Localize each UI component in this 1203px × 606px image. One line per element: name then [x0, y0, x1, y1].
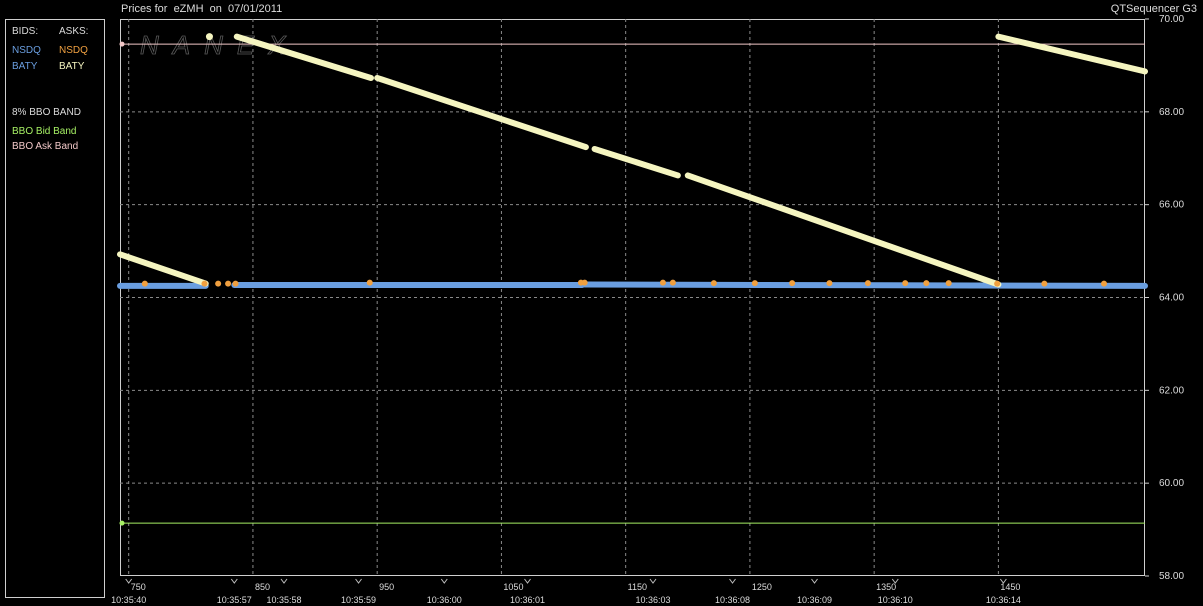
time-marker: [729, 578, 736, 584]
legend-ask-baty: BATY: [59, 61, 85, 72]
x-time-label: 10:36:10: [878, 595, 913, 605]
x-tick-label: 1250: [752, 582, 772, 592]
nsdq-ask-point: [201, 280, 208, 287]
nsdq-ask-point: [141, 280, 148, 287]
nsdq-ask-point: [994, 280, 1001, 287]
band-marker: [119, 41, 125, 47]
y-tick-label: 64.00: [1159, 293, 1184, 304]
nanex-watermark: NANEX: [140, 30, 300, 60]
time-marker: [355, 578, 362, 584]
x-time-label: 10:36:00: [427, 595, 462, 605]
nsdq-ask-point: [826, 280, 833, 287]
x-tick-label: 1450: [1000, 582, 1020, 592]
time-marker: [230, 578, 238, 584]
legend-ask-nsdq: NSDQ: [59, 45, 88, 56]
nsdq-ask-point: [710, 280, 717, 287]
baty-ask-segment: [591, 145, 681, 179]
y-tick-label: 66.00: [1159, 200, 1184, 211]
nsdq-ask-point: [669, 279, 676, 286]
legend-asks-heading: ASKS:: [59, 26, 89, 37]
time-marker: [649, 578, 657, 584]
x-time-label: 10:35:40: [111, 595, 146, 605]
y-tick-label: 58.00: [1159, 571, 1184, 582]
y-tick-label: 68.00: [1159, 107, 1184, 118]
x-tick-label: 1050: [503, 582, 523, 592]
x-time-label: 10:36:01: [510, 595, 545, 605]
legend-bid-nsdq: NSDQ: [12, 45, 41, 56]
nsdq-ask-point: [215, 280, 222, 287]
baty-ask-segment: [233, 33, 374, 81]
nsdq-ask-point: [366, 279, 373, 286]
nsdq-ask-point: [232, 280, 239, 287]
x-tick-label: 950: [379, 582, 394, 592]
baty-ask-segment: [995, 33, 1148, 75]
chart-title: Prices for eZMH on 07/01/2011: [121, 3, 283, 15]
time-marker: [524, 578, 531, 584]
x-time-label: 10:35:59: [341, 595, 376, 605]
nsdq-ask-point: [225, 280, 232, 287]
time-marker: [999, 578, 1007, 584]
x-time-label: 10:36:14: [986, 595, 1021, 605]
nsdq-ask-point: [789, 280, 796, 287]
time-marker: [811, 578, 818, 584]
band-marker: [119, 520, 125, 526]
nsdq-ask-point: [1041, 280, 1048, 287]
legend-bids-heading: BIDS:: [12, 26, 39, 37]
nsdq-ask-point: [659, 279, 666, 286]
time-marker: [891, 578, 899, 584]
app-name: QTSequencer G3: [1110, 3, 1197, 15]
baty-ask-segment: [374, 74, 589, 151]
x-tick-label: 1350: [876, 582, 896, 592]
x-time-label: 10:35:58: [266, 595, 301, 605]
x-tick-label: 750: [131, 582, 146, 592]
baty-ask-point: [205, 33, 213, 41]
x-time-label: 10:36:03: [635, 595, 670, 605]
legend-band-title: 8% BBO BAND: [12, 107, 81, 118]
y-tick-label: 60.00: [1159, 478, 1184, 489]
nsdq-ask-point: [1101, 280, 1107, 287]
baty-ask-segment: [117, 251, 209, 287]
legend-bid-band: BBO Bid Band: [12, 126, 77, 137]
nsdq-ask-point: [923, 280, 930, 287]
nsdq-ask-point: [581, 279, 588, 286]
x-time-label: 10:36:08: [715, 595, 750, 605]
legend-ask-band: BBO Ask Band: [12, 141, 79, 152]
x-time-label: 10:36:09: [797, 595, 832, 605]
legend-bid-baty: BATY: [12, 61, 38, 72]
time-marker: [440, 578, 448, 584]
time-marker: [280, 578, 288, 584]
nsdq-ask-point: [864, 280, 871, 287]
y-tick-label: 62.00: [1159, 385, 1184, 396]
x-time-label: 10:35:57: [217, 595, 252, 605]
nsdq-ask-point: [945, 280, 952, 287]
y-tick-label: 70.00: [1159, 14, 1184, 25]
header-bar: Prices for eZMH on 07/01/2011 QTSequence…: [0, 0, 1203, 18]
nsdq-bid-segment: [581, 281, 1148, 289]
baty-ask-segment: [684, 172, 1002, 288]
x-tick-label: 1150: [628, 582, 647, 592]
legend-panel: BIDS: ASKS: NSDQ NSDQ BATY BATY 8% BBO B…: [5, 19, 105, 598]
nsdq-ask-point: [902, 280, 909, 287]
x-tick-label: 850: [255, 582, 270, 592]
nsdq-ask-point: [751, 280, 758, 287]
time-marker: [125, 578, 133, 584]
